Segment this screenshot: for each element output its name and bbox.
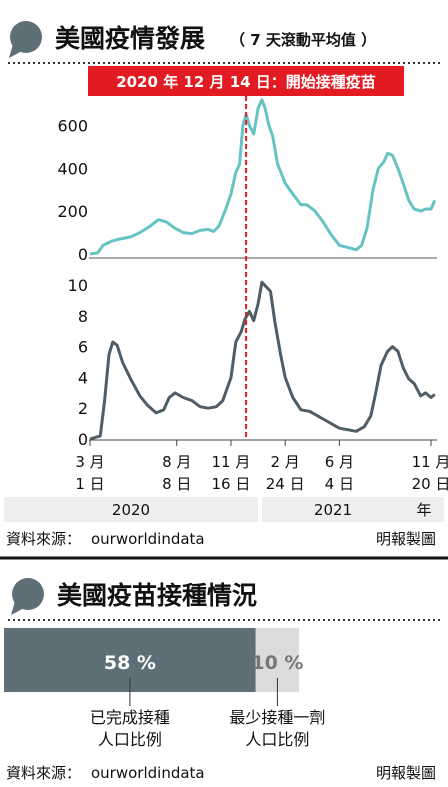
chart-top-y-tick-400: 400 bbox=[57, 159, 88, 178]
x-tick-label-4-line1: 6 月 bbox=[325, 453, 354, 471]
bar-remaining bbox=[299, 628, 438, 692]
year-suffix-label: 年 bbox=[416, 501, 431, 519]
source-line-2: 資料來源： ourworldindata 明報製圖 bbox=[6, 764, 436, 782]
section1-title: 美國疫情發展 bbox=[55, 24, 205, 53]
x-tick-label-1-line1: 8 月 bbox=[162, 453, 191, 471]
chart-bottom-y-tick-2: 2 bbox=[78, 399, 88, 418]
partial-caption-line1: 最少接種一劑 bbox=[229, 708, 325, 727]
vaccine-annotation: 2020 年 12 月 14 日：開始接種疫苗 bbox=[88, 66, 404, 96]
source-line-1: 資料來源： ourworldindata 明報製圖 bbox=[0, 530, 448, 560]
source-credit: 明報製圖 bbox=[376, 530, 436, 548]
source2-label: 資料來源： bbox=[6, 764, 81, 782]
x-tick-label-0-line2: 1 日 bbox=[75, 475, 104, 493]
section2-title: 美國疫苗接種情況 bbox=[57, 581, 257, 610]
chart-bottom-y-tick-0: 0 bbox=[78, 430, 88, 449]
x-tick-label-1-line2: 8 日 bbox=[162, 475, 191, 493]
x-tick-label-3-line2: 24 日 bbox=[266, 475, 305, 493]
annotation-text: 2020 年 12 月 14 日：開始接種疫苗 bbox=[116, 73, 376, 91]
year-band: 2020 2021 年 bbox=[4, 497, 444, 522]
x-tick-label-2-line2: 16 日 bbox=[212, 475, 251, 493]
chart-top-y-tick-0: 0 bbox=[78, 245, 88, 264]
chart-bottom: 0 2 4 6 8 10 bbox=[68, 276, 436, 449]
chart-bottom-y-tick-6: 6 bbox=[78, 338, 88, 357]
x-axis: 3 月 1 日 8 月 8 日 11 月 16 日 2 月 24 日 6 月 4 日 11 月 20 … bbox=[75, 439, 448, 493]
vaccination-bar: 58 % 10 % 已完成接種 人口比例 最少接種一劑 人口比例 bbox=[4, 628, 438, 749]
partial-pct-label: 10 % bbox=[251, 652, 303, 674]
section1-header: 美國疫情發展 （ 7 天滾動平均值 ） bbox=[8, 21, 440, 64]
chart-top-series-line bbox=[89, 98, 437, 256]
chart-top-y-tick-600: 600 bbox=[57, 116, 88, 135]
full-caption-line2: 人口比例 bbox=[98, 730, 162, 749]
chart-bottom-y-tick-4: 4 bbox=[78, 369, 88, 388]
speech-bubble-tail-2 bbox=[11, 601, 26, 615]
chart-top-y-axis: 0 200 400 600 bbox=[57, 116, 88, 264]
x-tick-label-4-line2: 4 日 bbox=[325, 475, 354, 493]
source-value: ourworldindata bbox=[91, 530, 205, 548]
speech-bubble-icon bbox=[10, 21, 42, 53]
chart-top: 0 200 400 600 bbox=[57, 98, 437, 264]
x-tick-label-5-line1: 11 月 bbox=[412, 453, 448, 471]
x-tick-label-3-line1: 2 月 bbox=[271, 453, 300, 471]
chart-bottom-y-tick-10: 10 bbox=[68, 276, 88, 295]
section1-subtitle: （ 7 天滾動平均值 ） bbox=[230, 31, 376, 49]
x-tick-label-5-line2: 20 日 bbox=[412, 475, 448, 493]
chart-top-y-tick-200: 200 bbox=[57, 202, 88, 221]
chart-bottom-y-axis: 0 2 4 6 8 10 bbox=[68, 276, 88, 449]
x-tick-label-2-line1: 11 月 bbox=[212, 453, 251, 471]
section2-header: 美國疫苗接種情況 bbox=[8, 578, 440, 621]
year-2020-label: 2020 bbox=[112, 501, 150, 519]
source-label: 資料來源： bbox=[6, 530, 81, 548]
x-tick-label-0-line1: 3 月 bbox=[75, 453, 104, 471]
speech-bubble-tail bbox=[9, 44, 24, 58]
chart-bottom-y-tick-8: 8 bbox=[78, 307, 88, 326]
full-pct-label: 58 % bbox=[104, 652, 156, 674]
source2-value: ourworldindata bbox=[91, 764, 205, 782]
year-2021-label: 2021 bbox=[314, 501, 352, 519]
source2-credit: 明報製圖 bbox=[376, 764, 436, 782]
chart-bottom-series-line bbox=[89, 280, 436, 441]
full-caption-line1: 已完成接種 bbox=[90, 708, 170, 727]
speech-bubble-icon-2 bbox=[12, 578, 44, 610]
year-2021-band bbox=[262, 497, 444, 522]
annotation-box bbox=[88, 66, 404, 96]
partial-caption-line2: 人口比例 bbox=[245, 730, 309, 749]
year-2020-band bbox=[4, 497, 258, 522]
